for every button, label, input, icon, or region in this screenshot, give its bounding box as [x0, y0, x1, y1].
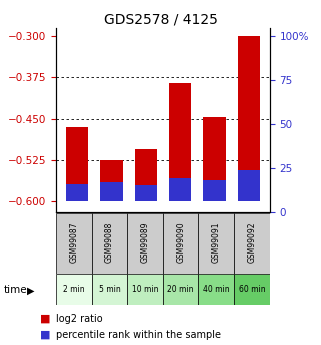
- Text: ■: ■: [40, 314, 50, 324]
- Text: time: time: [3, 286, 27, 295]
- Bar: [92, 213, 127, 274]
- Text: percentile rank within the sample: percentile rank within the sample: [56, 330, 221, 339]
- Bar: [203, 180, 226, 201]
- Text: GDS2578 / 4125: GDS2578 / 4125: [104, 12, 217, 26]
- Text: log2 ratio: log2 ratio: [56, 314, 103, 324]
- Bar: [100, 182, 123, 201]
- Text: 20 min: 20 min: [168, 285, 194, 294]
- Bar: [203, 117, 226, 201]
- Bar: [238, 36, 260, 201]
- Bar: [169, 83, 191, 201]
- Text: GSM99087: GSM99087: [69, 221, 78, 263]
- Bar: [127, 274, 163, 305]
- Text: 2 min: 2 min: [63, 285, 85, 294]
- Bar: [163, 274, 198, 305]
- Bar: [66, 127, 88, 201]
- Text: ▶: ▶: [27, 286, 35, 295]
- Bar: [100, 160, 123, 201]
- Bar: [238, 169, 260, 201]
- Text: 60 min: 60 min: [239, 285, 265, 294]
- Bar: [234, 274, 270, 305]
- Bar: [198, 213, 234, 274]
- Text: 5 min: 5 min: [99, 285, 120, 294]
- Text: ■: ■: [40, 330, 50, 339]
- Bar: [56, 213, 92, 274]
- Bar: [66, 184, 88, 201]
- Text: 40 min: 40 min: [203, 285, 230, 294]
- Text: GSM99091: GSM99091: [212, 221, 221, 263]
- Bar: [169, 178, 191, 201]
- Text: 10 min: 10 min: [132, 285, 158, 294]
- Bar: [56, 274, 92, 305]
- Bar: [127, 213, 163, 274]
- Bar: [92, 274, 127, 305]
- Text: GSM99090: GSM99090: [176, 221, 185, 263]
- Bar: [134, 149, 157, 201]
- Bar: [163, 213, 198, 274]
- Text: GSM99089: GSM99089: [141, 221, 150, 263]
- Bar: [234, 213, 270, 274]
- Text: GSM99092: GSM99092: [247, 221, 256, 263]
- Text: GSM99088: GSM99088: [105, 221, 114, 263]
- Bar: [198, 274, 234, 305]
- Bar: [134, 185, 157, 201]
